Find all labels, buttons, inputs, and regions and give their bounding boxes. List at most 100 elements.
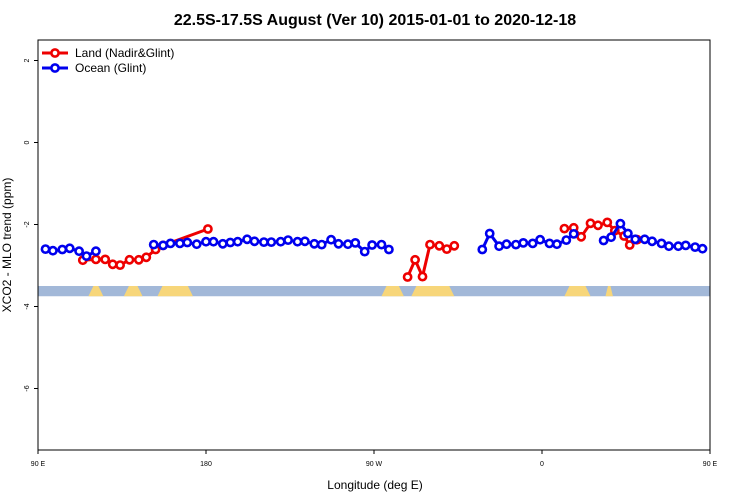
data-point xyxy=(630,234,641,245)
data-point xyxy=(107,259,118,270)
chart-title: 22.5S-17.5S August (Ver 10) 2015-01-01 t… xyxy=(174,12,576,29)
data-point xyxy=(202,224,213,234)
data-point xyxy=(124,254,135,265)
y-axis-label: XCO2 - MLO trend (ppm) xyxy=(0,178,14,313)
land-segment xyxy=(123,286,143,297)
x-tick-label: 180 xyxy=(200,461,212,468)
data-point xyxy=(74,246,84,257)
data-point xyxy=(615,218,626,229)
data-point xyxy=(647,236,657,247)
data-point xyxy=(266,237,277,247)
data-point xyxy=(441,244,452,254)
data-point xyxy=(342,239,353,250)
data-point xyxy=(376,239,387,250)
data-point xyxy=(680,240,691,251)
data-point xyxy=(544,238,555,249)
data-point xyxy=(350,237,361,248)
data-point xyxy=(606,232,616,243)
data-point xyxy=(697,243,708,254)
legend-label: Land (Nadir&Glint) xyxy=(75,46,174,60)
data-point xyxy=(494,241,504,252)
data-point xyxy=(191,239,202,250)
data-point xyxy=(182,237,193,248)
y-tick-label: -4 xyxy=(24,303,31,309)
land-segment xyxy=(381,286,404,297)
data-point xyxy=(40,244,51,254)
x-tick-label: 0 xyxy=(540,461,544,468)
legend-label: Ocean (Glint) xyxy=(75,61,146,75)
y-tick-label: 2 xyxy=(24,58,31,62)
x-tick-label: 90 W xyxy=(366,461,383,468)
legend-marker xyxy=(50,63,60,73)
x-tick-label: 90 E xyxy=(703,461,718,468)
data-point xyxy=(664,241,674,252)
data-point xyxy=(518,237,529,248)
data-point xyxy=(527,238,538,249)
data-point xyxy=(425,239,435,250)
land-ocean-band xyxy=(38,286,710,297)
data-point xyxy=(602,217,613,228)
series-ocean xyxy=(40,218,708,261)
data-point xyxy=(511,239,521,250)
data-point xyxy=(316,239,327,250)
data-point xyxy=(559,223,570,234)
x-tick-label: 90 E xyxy=(31,461,46,468)
data-point xyxy=(100,254,111,265)
y-tick-label: -6 xyxy=(24,385,31,391)
data-point xyxy=(309,238,320,249)
data-point xyxy=(383,244,394,255)
data-point xyxy=(552,239,562,250)
land-segment xyxy=(564,286,591,297)
land-segment xyxy=(157,286,193,297)
data-point xyxy=(299,236,310,247)
x-axis-label: Longitude (deg E) xyxy=(327,478,422,492)
land-segment xyxy=(411,286,455,297)
data-point xyxy=(249,236,260,247)
data-point xyxy=(690,242,700,252)
data-point xyxy=(333,238,344,249)
legend-item: Land (Nadir&Glint) xyxy=(42,46,174,60)
data-point xyxy=(64,243,75,254)
y-tick-label: -2 xyxy=(24,221,31,227)
series-land xyxy=(77,217,643,282)
data-point xyxy=(639,234,650,245)
data-point xyxy=(598,235,609,246)
data-point xyxy=(165,238,176,249)
data-point xyxy=(593,220,603,231)
data-point xyxy=(568,228,579,239)
data-point xyxy=(283,235,293,245)
ocean-band xyxy=(38,286,710,297)
data-point xyxy=(217,238,228,249)
legend-marker xyxy=(50,48,60,58)
data-point xyxy=(174,238,185,249)
data-point xyxy=(326,234,336,245)
data-point xyxy=(359,246,370,257)
data-point xyxy=(576,231,587,242)
data-point xyxy=(623,228,633,239)
y-tick-label: 0 xyxy=(24,140,31,144)
y-axis: 2 0 -2 -4 -6 xyxy=(24,58,38,392)
data-point xyxy=(402,272,413,282)
data-point xyxy=(585,218,596,229)
land-segment xyxy=(605,286,613,297)
data-point xyxy=(673,241,684,252)
data-point xyxy=(91,254,101,265)
data-point xyxy=(158,240,168,251)
legend: Land (Nadir&Glint)Ocean (Glint) xyxy=(42,46,174,75)
data-point xyxy=(208,236,219,247)
data-point xyxy=(48,245,58,256)
data-point xyxy=(535,234,545,245)
data-point xyxy=(141,252,152,263)
data-point xyxy=(81,251,92,261)
data-point xyxy=(624,240,635,250)
data-point xyxy=(501,239,512,250)
data-point xyxy=(367,240,377,250)
data-point xyxy=(561,235,572,245)
data-point xyxy=(91,246,101,257)
data-point xyxy=(242,234,252,245)
data-point xyxy=(57,244,68,255)
data-point xyxy=(201,236,211,247)
data-point xyxy=(449,240,460,251)
data-point xyxy=(133,254,144,265)
